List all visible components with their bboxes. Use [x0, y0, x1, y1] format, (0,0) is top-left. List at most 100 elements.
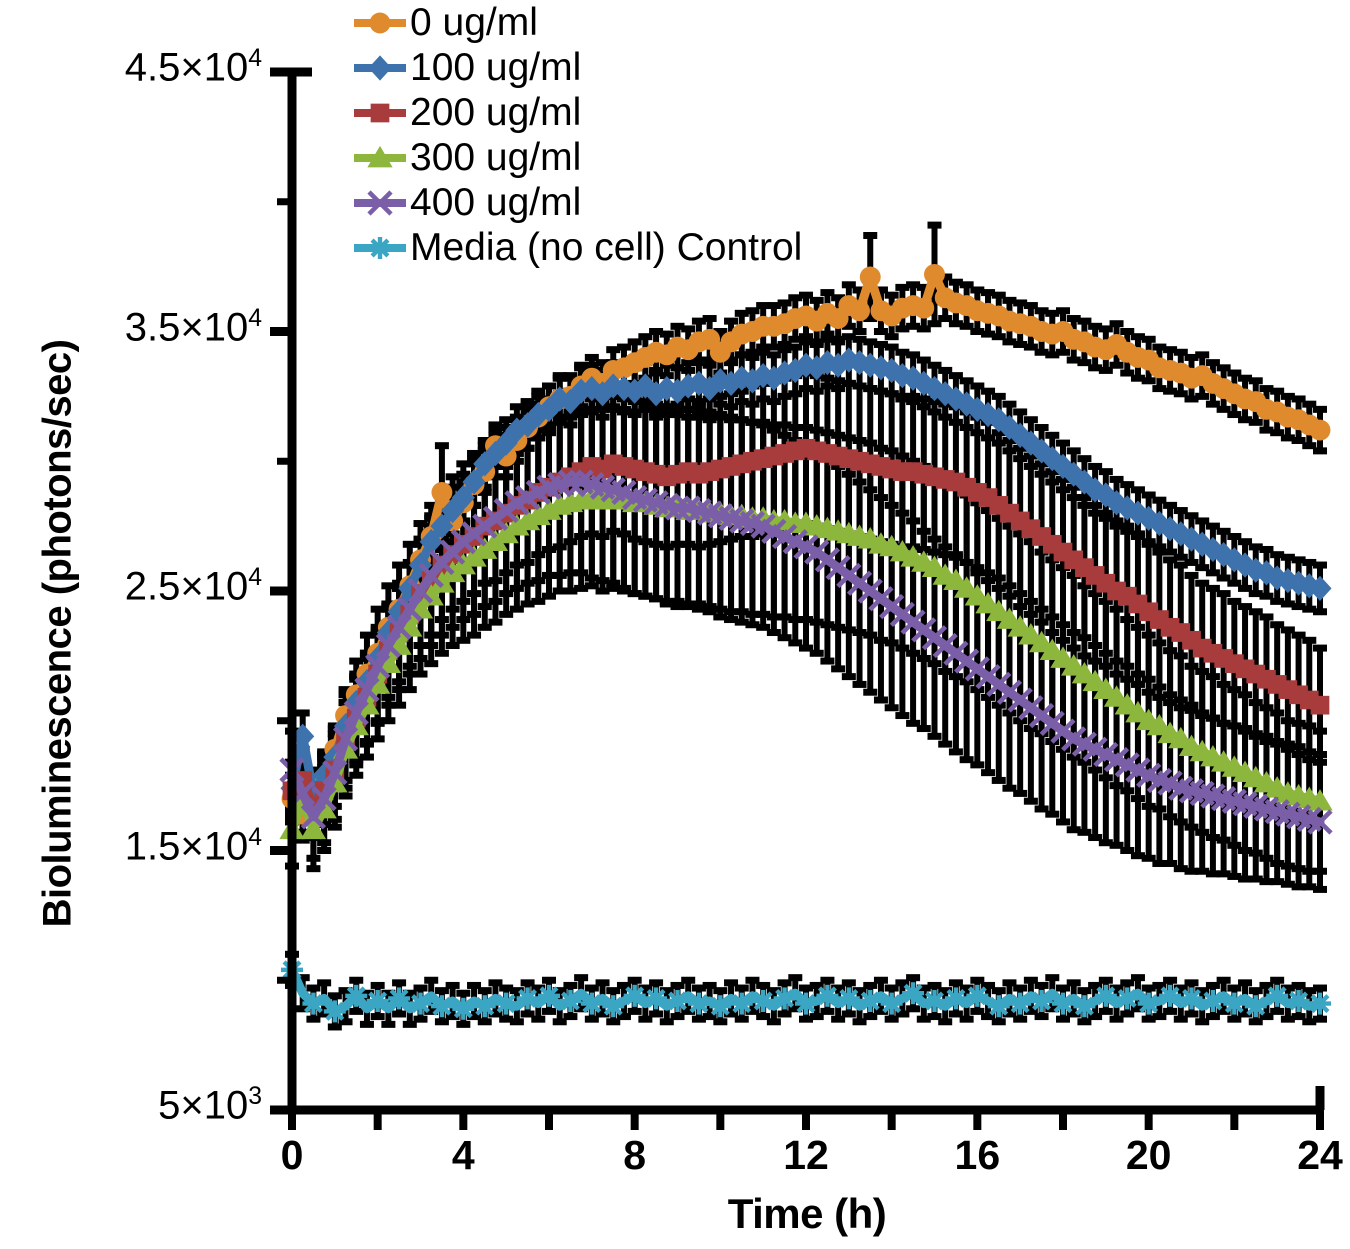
- marker-x: [322, 760, 348, 786]
- legend-item[interactable]: 200 ug/ml: [352, 90, 802, 135]
- marker-asterisk: [1116, 987, 1139, 1010]
- legend-marker-diamond-icon: [352, 48, 408, 88]
- marker-asterisk: [369, 236, 391, 259]
- legend-item[interactable]: 100 ug/ml: [352, 45, 802, 90]
- marker-diamond: [890, 362, 914, 389]
- legend-marker-circle-icon: [352, 3, 408, 43]
- marker-x: [367, 189, 393, 216]
- marker-circle: [431, 481, 453, 503]
- x-tick-label: 0: [280, 1132, 304, 1178]
- marker-diamond: [762, 365, 786, 391]
- marker-asterisk: [1137, 992, 1160, 1015]
- marker-diamond: [451, 484, 475, 511]
- legend-item-label: 100 ug/ml: [410, 46, 582, 89]
- marker-asterisk: [923, 990, 946, 1013]
- marker-asterisk: [1159, 984, 1182, 1007]
- marker-asterisk: [1052, 992, 1074, 1015]
- legend-marker-x-icon: [352, 183, 408, 223]
- legend-item[interactable]: 0 ug/ml: [352, 0, 802, 45]
- marker-diamond: [537, 396, 561, 422]
- legend-marker-square-icon: [352, 93, 408, 133]
- marker-asterisk: [966, 984, 989, 1007]
- marker-diamond: [826, 352, 850, 378]
- marker-asterisk: [987, 995, 1010, 1018]
- marker-x: [397, 596, 423, 622]
- legend-item[interactable]: 400 ug/ml: [352, 180, 802, 225]
- marker-asterisk: [837, 987, 860, 1010]
- marker-circle: [1309, 419, 1331, 441]
- marker-x: [407, 578, 434, 604]
- marker-diamond: [368, 54, 392, 81]
- marker-asterisk: [1201, 990, 1224, 1013]
- marker-circle: [849, 300, 870, 322]
- marker-diamond: [922, 375, 947, 402]
- marker-asterisk: [473, 995, 496, 1018]
- marker-asterisk: [1073, 995, 1096, 1018]
- marker-diamond: [494, 430, 518, 456]
- marker-diamond: [1308, 575, 1332, 602]
- legend-item[interactable]: 300 ug/ml: [352, 135, 802, 180]
- marker-asterisk: [1180, 987, 1203, 1010]
- marker-x: [664, 495, 691, 521]
- marker-diamond: [601, 373, 625, 399]
- x-tick-label: 8: [623, 1132, 647, 1178]
- legend-item[interactable]: Media (no cell) Control: [352, 225, 802, 270]
- marker-asterisk: [773, 987, 796, 1010]
- marker-diamond: [676, 373, 700, 399]
- x-tick-label: 4: [451, 1132, 475, 1178]
- marker-square: [1310, 695, 1330, 715]
- marker-circle: [859, 266, 881, 288]
- marker-x: [365, 653, 391, 679]
- marker-x: [557, 469, 584, 495]
- legend-item-label: 300 ug/ml: [410, 136, 582, 179]
- marker-x: [343, 700, 369, 726]
- marker-asterisk: [687, 992, 710, 1015]
- marker-diamond: [955, 391, 979, 417]
- marker-asterisk: [944, 987, 967, 1010]
- x-tick-label: 20: [1125, 1132, 1172, 1178]
- legend-item-label: 0 ug/ml: [410, 1, 538, 44]
- marker-asterisk: [1009, 992, 1032, 1015]
- marker-diamond: [430, 513, 454, 539]
- x-tick-label: 16: [954, 1132, 1001, 1178]
- marker-diamond: [665, 378, 690, 404]
- marker-x: [332, 726, 359, 752]
- marker-asterisk: [1266, 984, 1289, 1007]
- marker-triangle: [367, 145, 393, 167]
- series-media-no-cell-control: [281, 958, 1331, 1023]
- marker-diamond: [740, 368, 765, 394]
- marker-circle: [924, 263, 945, 285]
- marker-asterisk: [709, 995, 732, 1018]
- marker-diamond: [462, 469, 486, 495]
- marker-asterisk: [366, 990, 389, 1013]
- y-tick-label: 4.5×104: [124, 45, 262, 90]
- marker-x: [354, 676, 380, 703]
- legend-marker-asterisk-icon: [352, 228, 408, 268]
- marker-diamond: [633, 373, 657, 399]
- marker-asterisk: [645, 987, 668, 1010]
- legend-item-label: 200 ug/ml: [410, 91, 582, 134]
- marker-circle: [369, 12, 391, 33]
- marker-asterisk: [559, 990, 582, 1013]
- marker-diamond: [698, 375, 722, 402]
- marker-x: [311, 785, 337, 812]
- marker-diamond: [505, 417, 529, 443]
- marker-asterisk: [388, 987, 411, 1010]
- marker-asterisk: [323, 1000, 346, 1023]
- marker-asterisk: [902, 982, 925, 1005]
- axis-layer: [270, 67, 1325, 1130]
- legend-marker-triangle-icon: [352, 138, 408, 178]
- marker-asterisk: [580, 992, 603, 1015]
- marker-asterisk: [1244, 995, 1267, 1018]
- legend-item-label: 400 ug/ml: [410, 181, 582, 224]
- marker-diamond: [708, 368, 732, 394]
- marker-diamond: [987, 407, 1011, 433]
- marker-asterisk: [1094, 984, 1117, 1007]
- marker-x: [1307, 809, 1333, 835]
- x-tick-label: 24: [1297, 1132, 1343, 1178]
- marker-diamond: [1051, 453, 1075, 480]
- marker-asterisk: [409, 992, 432, 1015]
- x-axis-title: Time (h): [727, 1190, 887, 1237]
- marker-asterisk: [666, 990, 689, 1013]
